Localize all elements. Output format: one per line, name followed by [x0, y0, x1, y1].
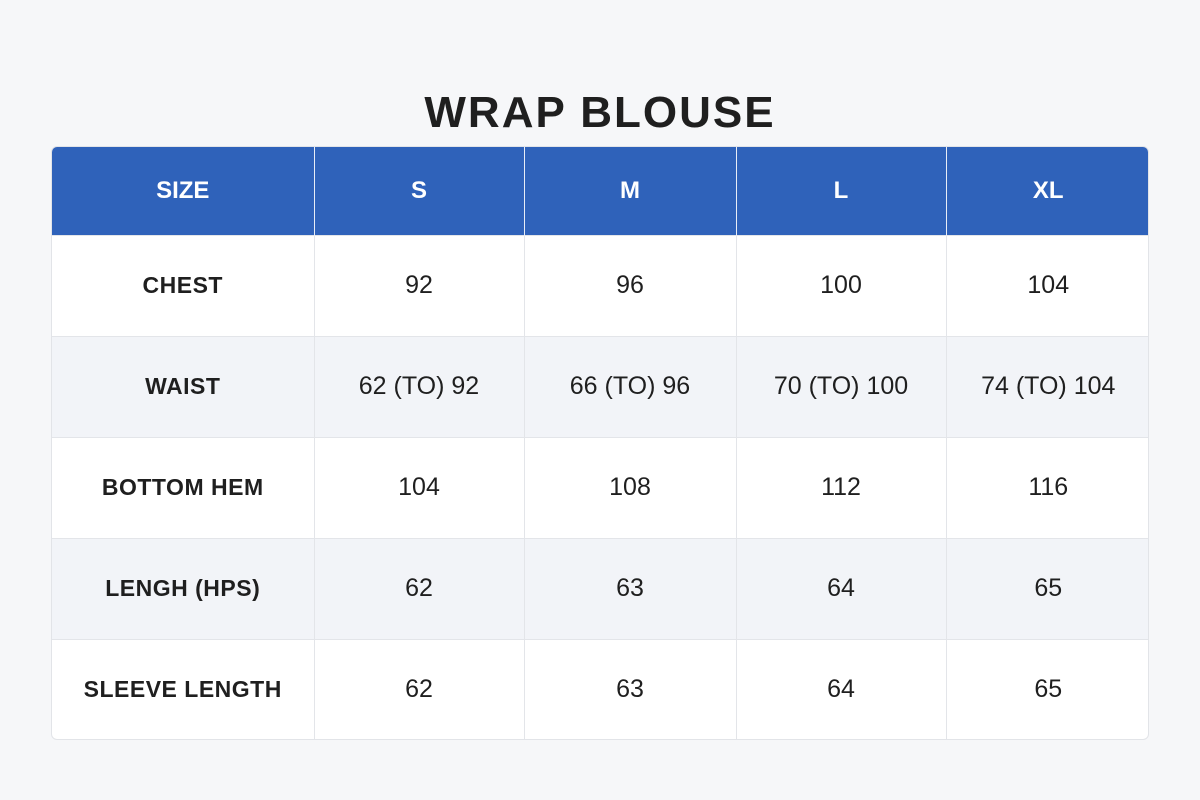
row-label: LENGH (HPS) [52, 537, 315, 639]
size-chart-table: SIZE S M L XL CHEST 92 96 100 104 WAIST … [52, 147, 1148, 739]
table-cell: 65 [946, 537, 1148, 639]
table-row-chest: CHEST 92 96 100 104 [52, 234, 1148, 336]
header-xl: XL [946, 147, 1148, 235]
table-cell: 74 (TO) 104 [946, 335, 1148, 437]
table-cell: 64 [736, 638, 947, 739]
table-cell: 104 [314, 436, 525, 538]
header-row: SIZE S M L XL [52, 147, 1148, 235]
row-label: CHEST [52, 234, 315, 336]
header-size: SIZE [52, 147, 315, 235]
table-cell: 108 [524, 436, 737, 538]
row-label: BOTTOM HEM [52, 436, 315, 538]
header-m: M [524, 147, 737, 235]
table-cell: 96 [524, 234, 737, 336]
table-cell: 63 [524, 537, 737, 639]
table-cell: 65 [946, 638, 1148, 739]
header-l: L [736, 147, 947, 235]
table-cell: 66 (TO) 96 [524, 335, 737, 437]
table-cell: 62 [314, 537, 525, 639]
size-chart-table-container: SIZE S M L XL CHEST 92 96 100 104 WAIST … [51, 146, 1149, 740]
row-label: WAIST [52, 335, 315, 437]
table-row-length-hps: LENGH (HPS) 62 63 64 65 [52, 537, 1148, 639]
table-cell: 64 [736, 537, 947, 639]
table-cell: 63 [524, 638, 737, 739]
row-label: SLEEVE LENGTH [52, 638, 315, 739]
table-cell: 92 [314, 234, 525, 336]
table-row-sleeve-length: SLEEVE LENGTH 62 63 64 65 [52, 638, 1148, 739]
table-cell: 70 (TO) 100 [736, 335, 947, 437]
table-cell: 116 [946, 436, 1148, 538]
header-s: S [314, 147, 525, 235]
page-title: WRAP BLOUSE [424, 88, 776, 138]
table-row-waist: WAIST 62 (TO) 92 66 (TO) 96 70 (TO) 100 … [52, 335, 1148, 437]
table-cell: 112 [736, 436, 947, 538]
table-cell: 100 [736, 234, 947, 336]
table-cell: 104 [946, 234, 1148, 336]
table-cell: 62 [314, 638, 525, 739]
table-cell: 62 (TO) 92 [314, 335, 525, 437]
table-row-bottom-hem: BOTTOM HEM 104 108 112 116 [52, 436, 1148, 538]
